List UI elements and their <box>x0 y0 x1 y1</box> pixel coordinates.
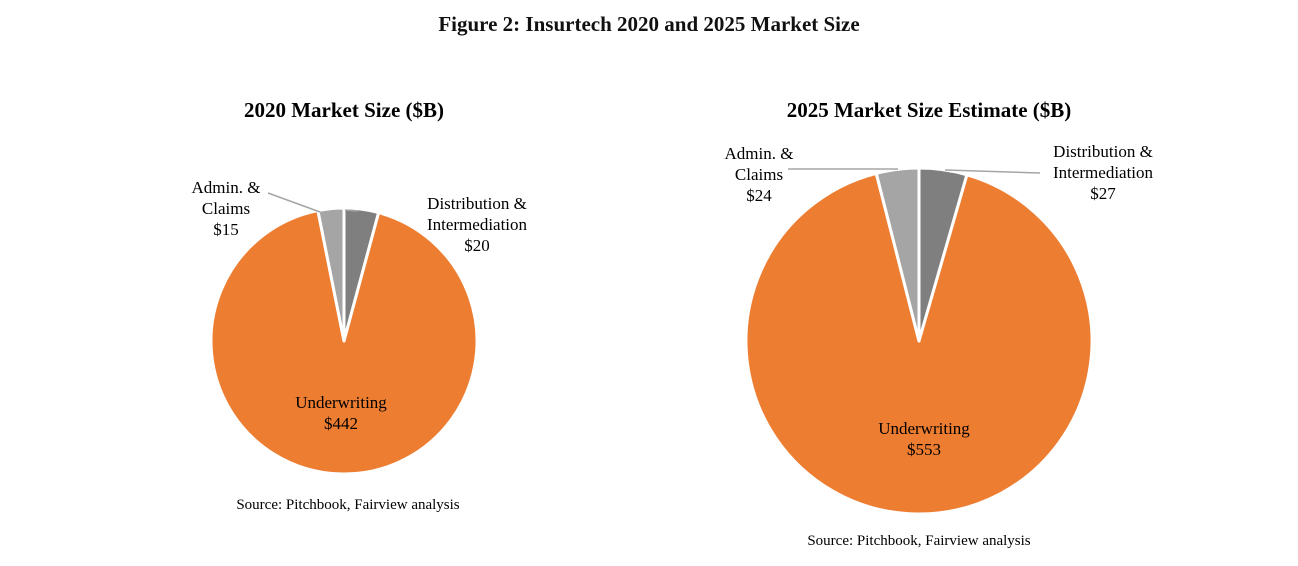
data-label-line: Intermediation <box>1053 163 1154 182</box>
data-label-line: Underwriting <box>295 393 387 412</box>
data-label-line: $24 <box>746 186 772 205</box>
data-label-line: Distribution & <box>1053 142 1153 161</box>
data-label-line: Admin. & <box>725 144 794 163</box>
leader-line-distribution <box>344 209 359 212</box>
data-label-admin: Admin. & Claims $24 <box>725 144 794 205</box>
data-label-line: $27 <box>1090 184 1116 203</box>
data-label-line: $20 <box>464 236 490 255</box>
source-note-2025: Source: Pitchbook, Fairview analysis <box>807 533 1030 549</box>
data-label-line: Claims <box>735 165 783 184</box>
source-note-2020: Source: Pitchbook, Fairview analysis <box>236 497 459 513</box>
chart-title-2025: 2025 Market Size Estimate ($B) <box>787 98 1072 122</box>
data-label-distribution: Distribution & Intermediation $27 <box>1053 142 1154 203</box>
pie-chart-2025: 2025 Market Size Estimate ($B) Distribut… <box>725 98 1154 549</box>
pie-slice-underwriting <box>744 171 1094 516</box>
data-label-distribution: Distribution & Intermediation $20 <box>427 194 528 255</box>
leader-line-admin <box>267 192 321 213</box>
pie-chart-2020: 2020 Market Size ($B) Distribution & Inte… <box>192 98 528 513</box>
data-label-admin: Admin. & Claims $15 <box>192 178 261 239</box>
data-label-underwriting: Underwriting $442 <box>295 393 387 433</box>
data-label-line: $553 <box>907 440 941 459</box>
chart-title-2020: 2020 Market Size ($B) <box>244 98 444 122</box>
data-label-line: Distribution & <box>427 194 527 213</box>
data-label-line: $442 <box>324 414 358 433</box>
data-label-line: Underwriting <box>878 419 970 438</box>
data-label-line: Admin. & <box>192 178 261 197</box>
pie-2020: Distribution & Intermediation $20 Underwrit… <box>192 178 528 476</box>
figure-title: Figure 2: Insurtech 2020 and 2025 Market… <box>438 12 860 36</box>
data-label-line: $15 <box>213 220 239 239</box>
data-label-line: Claims <box>202 199 250 218</box>
pie-2025: Distribution & Intermediation $27 Underwrit… <box>725 142 1154 516</box>
leader-line-distribution <box>944 169 1041 174</box>
data-label-line: Intermediation <box>427 215 528 234</box>
data-label-underwriting: Underwriting $553 <box>878 419 970 459</box>
